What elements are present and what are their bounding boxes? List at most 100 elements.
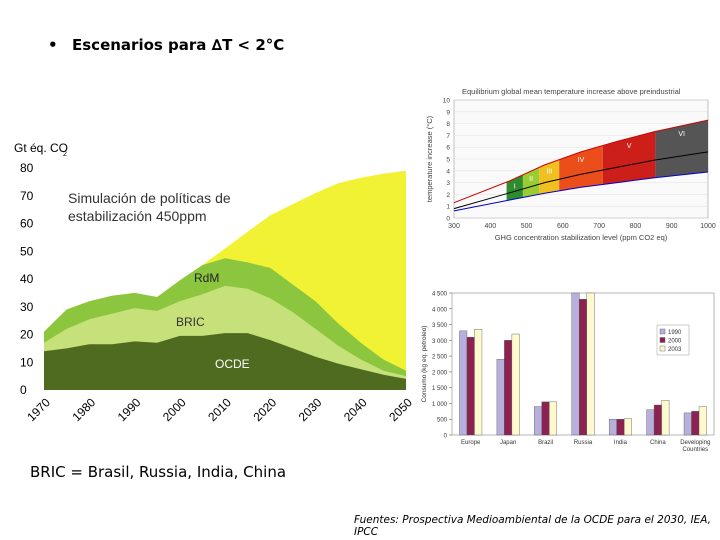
temp-x-axis-label: GHG concentration stabilization level (p… bbox=[495, 233, 668, 242]
bar-category-label: Developing bbox=[680, 440, 710, 446]
x-tick-label: 2000 bbox=[160, 395, 189, 424]
y-tick-label: 60 bbox=[20, 217, 34, 231]
x-tick-label: 2030 bbox=[296, 395, 325, 424]
temp-y-tick: 9 bbox=[446, 109, 450, 116]
bar-2003 bbox=[623, 418, 632, 436]
bar-1990 bbox=[683, 412, 692, 436]
band-label: IV bbox=[578, 157, 585, 164]
temp-y-tick: 6 bbox=[446, 145, 450, 152]
temp-y-tick: 10 bbox=[443, 98, 451, 105]
upper-bound-line bbox=[453, 119, 709, 204]
y-axis-label: Gt éq. CO bbox=[14, 141, 68, 155]
energy-consumption-bar-chart: 0 500 1 000 1 500 2 000 2 500 3 000 3 500 4 000 4… bbox=[421, 292, 715, 453]
lower-bound-line bbox=[453, 171, 709, 212]
bar-y-tick: 2 000 bbox=[432, 370, 448, 376]
bar-y-tick: 4 000 bbox=[432, 307, 448, 313]
bar-category-label: India bbox=[614, 440, 628, 446]
bar-2003 bbox=[549, 401, 558, 436]
slide-title: • Escenarios para ∆T < 2°C bbox=[48, 36, 284, 54]
y-tick-label: 20 bbox=[20, 328, 34, 342]
bar-1990 bbox=[459, 330, 468, 436]
temp-chart-title: Equilibrium global mean temperature incr… bbox=[462, 87, 681, 96]
legend-label-1990: 1990 bbox=[668, 330, 682, 336]
y-tick-label: 50 bbox=[20, 244, 34, 258]
bar-1990 bbox=[496, 359, 505, 436]
band-label: II bbox=[529, 176, 533, 183]
stabilization-band-i bbox=[506, 174, 523, 201]
stabilization-band-ii bbox=[522, 167, 540, 198]
x-tick-label: 2020 bbox=[250, 395, 279, 424]
temp-y-tick: 4 bbox=[446, 168, 450, 175]
bar-2000 bbox=[504, 340, 513, 436]
temp-y-tick: 5 bbox=[446, 157, 450, 164]
bar-2003 bbox=[511, 333, 520, 436]
bar-y-tick: 500 bbox=[437, 418, 448, 424]
legend-label-2003: 2003 bbox=[668, 347, 682, 353]
bullet-marker: • bbox=[48, 36, 58, 54]
temp-y-tick: 7 bbox=[446, 133, 450, 140]
bar-category-label: Countries bbox=[682, 447, 708, 453]
bar-2000 bbox=[653, 404, 662, 436]
chart-annotation-line-2: estabilización 450ppm bbox=[68, 208, 207, 224]
temp-x-tick: 700 bbox=[593, 223, 605, 230]
bar-y-tick: 1 000 bbox=[432, 402, 448, 408]
chart-annotation-line-1: Simulación de políticas de bbox=[68, 190, 231, 206]
bar-category-label: Brazil bbox=[538, 440, 553, 446]
best-estimate-line bbox=[453, 151, 709, 210]
x-tick-label: 2040 bbox=[341, 395, 370, 424]
bar-2000 bbox=[466, 336, 475, 436]
temp-x-tick: 300 bbox=[448, 223, 460, 230]
bar-2000 bbox=[579, 299, 587, 436]
bar-y-tick: 3 500 bbox=[432, 323, 448, 329]
stabilization-band-v bbox=[602, 131, 656, 185]
area-series-ocde bbox=[44, 333, 406, 390]
bar-1990 bbox=[534, 406, 543, 436]
stabilization-band-iii bbox=[539, 159, 560, 195]
stabilization-band-iv bbox=[559, 145, 603, 191]
bar-category-label: Europe bbox=[461, 440, 481, 446]
bric-note: BRIC = Brasil, Russia, India, China bbox=[30, 463, 287, 481]
band-label: V bbox=[627, 143, 632, 150]
bar-2003 bbox=[586, 292, 595, 436]
temp-y-tick: 3 bbox=[446, 180, 450, 187]
temperature-stabilization-chart: Equilibrium global mean temperature incr… bbox=[425, 87, 716, 242]
legend-swatch-2003 bbox=[659, 345, 666, 352]
y-tick-label: 0 bbox=[20, 383, 27, 397]
temp-y-axis-label: temperature increase (°C) bbox=[425, 115, 434, 202]
legend-label-2000: 2000 bbox=[668, 339, 682, 345]
bar-y-tick: 4 500 bbox=[432, 292, 448, 298]
y-tick-label: 30 bbox=[20, 300, 34, 314]
bar-2003 bbox=[474, 329, 483, 436]
x-tick-label: 1980 bbox=[69, 395, 98, 424]
bar-category-label: China bbox=[650, 440, 666, 446]
bar-2000 bbox=[616, 419, 625, 436]
y-tick-label: 40 bbox=[20, 272, 34, 286]
title-prefix: Escenarios para bbox=[72, 36, 212, 54]
bar-2003 bbox=[661, 400, 670, 436]
y-tick-label: 80 bbox=[20, 161, 34, 175]
bar-1990 bbox=[571, 292, 580, 436]
x-tick-label: 1990 bbox=[115, 395, 144, 424]
y-tick-label: 70 bbox=[20, 189, 34, 203]
stabilization-band-vi bbox=[655, 120, 708, 178]
x-tick-label: 2010 bbox=[205, 395, 234, 424]
sources-note: Fuentes: Prospectiva Medioambiental de l… bbox=[354, 514, 712, 538]
title-suffix: T < 2°C bbox=[222, 36, 285, 54]
bar-2003 bbox=[698, 406, 707, 436]
bar-2000 bbox=[691, 411, 700, 436]
temp-y-tick: 2 bbox=[446, 192, 450, 199]
y-tick-label: 10 bbox=[20, 355, 34, 369]
x-tick-label: 1970 bbox=[24, 395, 53, 424]
band-label: I bbox=[514, 184, 516, 191]
temp-x-tick: 900 bbox=[666, 223, 678, 230]
temp-y-tick: 0 bbox=[446, 216, 450, 223]
bar-y-tick: 0 bbox=[444, 434, 448, 440]
x-tick-label: 2050 bbox=[386, 395, 415, 424]
temp-x-tick: 600 bbox=[557, 223, 569, 230]
band-label: III bbox=[546, 168, 552, 175]
bar-y-tick: 1 500 bbox=[432, 386, 448, 392]
temp-x-tick: 400 bbox=[484, 223, 496, 230]
band-label: VI bbox=[678, 131, 685, 138]
y-axis-label-subscript: 2 bbox=[63, 151, 67, 158]
